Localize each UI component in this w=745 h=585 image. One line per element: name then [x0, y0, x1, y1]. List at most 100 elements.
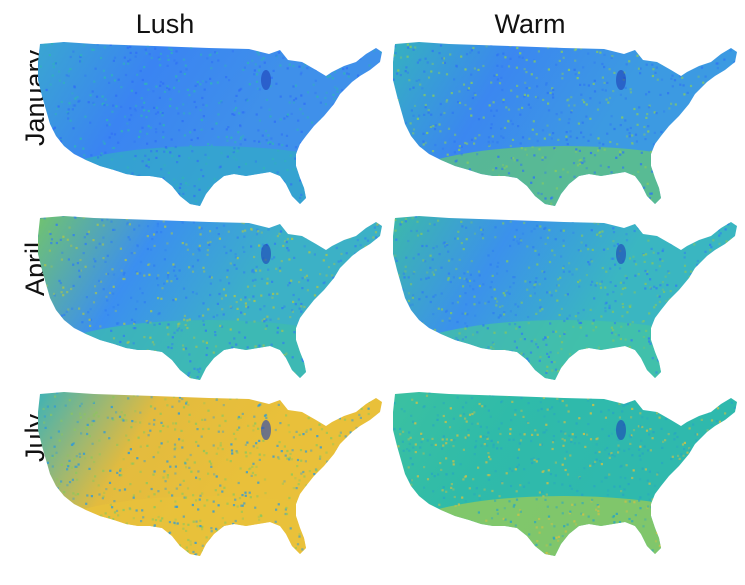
map-pixel	[713, 388, 715, 390]
map-pixel	[615, 187, 618, 190]
map-pixel	[732, 357, 735, 360]
map-pixel	[50, 456, 54, 459]
map-pixel	[258, 65, 261, 68]
map-pixel	[221, 490, 224, 493]
map-pixel	[202, 302, 205, 305]
map-pixel	[110, 167, 113, 170]
map-pixel	[692, 181, 695, 185]
map-pixel	[212, 351, 215, 354]
map-pixel	[643, 346, 646, 349]
map-pixel	[360, 461, 363, 464]
map-pixel	[318, 512, 321, 515]
map-pixel	[287, 381, 289, 383]
map-pixel	[480, 362, 483, 365]
map-pixel	[169, 105, 172, 108]
map-pixel	[715, 202, 718, 205]
map-pixel	[306, 153, 309, 156]
map-pixel	[119, 469, 122, 472]
map-pixel	[614, 284, 617, 287]
map-pixel	[671, 74, 674, 77]
map-pixel	[56, 150, 60, 153]
map-pixel	[464, 292, 467, 295]
map-pixel	[549, 543, 552, 546]
map-pixel	[222, 404, 225, 407]
map-pixel	[696, 263, 699, 266]
map-pixel	[174, 472, 177, 475]
map-pixel	[445, 309, 449, 312]
map-pixel	[199, 233, 202, 236]
map-pixel	[313, 473, 316, 476]
map-pixel	[327, 153, 330, 156]
map-pixel	[557, 138, 560, 141]
map-pixel	[620, 392, 623, 394]
map-pixel	[93, 419, 96, 423]
map-pixel	[350, 308, 353, 312]
map-pixel	[616, 216, 619, 218]
map-pixel	[437, 307, 440, 310]
map-pixel	[404, 265, 407, 268]
map-pixel	[146, 247, 149, 251]
map-pixel	[39, 368, 43, 371]
map-pixel	[239, 298, 243, 301]
map-pixel	[530, 230, 533, 233]
map-pixel	[680, 226, 684, 229]
map-pixel	[82, 334, 85, 337]
map-pixel	[145, 82, 148, 85]
map-pixel	[136, 244, 139, 247]
map-pixel	[109, 43, 112, 46]
map-pixel	[492, 343, 495, 346]
map-pixel	[735, 316, 737, 320]
map-pixel	[108, 437, 111, 440]
map-pixel	[418, 176, 421, 179]
map-pixel	[649, 286, 652, 289]
map-pixel	[368, 484, 372, 487]
map-pixel	[641, 425, 644, 429]
map-pixel	[350, 441, 353, 444]
map-pixel	[459, 367, 462, 371]
map-pixel	[538, 359, 541, 362]
map-pixel	[279, 42, 282, 44]
map-pixel	[440, 292, 443, 295]
map-pixel	[563, 421, 566, 424]
map-pixel	[526, 192, 529, 195]
map-pixel	[584, 195, 587, 198]
map-pixel	[276, 235, 279, 238]
map-pixel	[526, 421, 529, 424]
map-pixel	[123, 271, 126, 274]
map-pixel	[101, 497, 104, 500]
map-pixel	[276, 326, 279, 329]
map-pixel	[339, 322, 342, 325]
map-pixel	[722, 380, 724, 382]
map-pixel	[277, 358, 280, 361]
map-pixel	[424, 141, 427, 144]
map-pixel	[572, 162, 576, 165]
map-pixel	[105, 272, 108, 276]
map-pixel	[251, 59, 254, 62]
map-pixel	[557, 535, 560, 538]
map-pixel	[621, 410, 624, 413]
map-pixel	[723, 58, 726, 61]
map-pixel	[346, 42, 349, 45]
map-pixel	[256, 87, 259, 90]
map-pixel	[244, 229, 247, 232]
map-pixel	[139, 421, 142, 424]
map-pixel	[682, 305, 685, 308]
map-pixel	[254, 474, 257, 477]
map-pixel	[339, 67, 342, 71]
map-pixel	[675, 500, 678, 503]
map-pixel	[576, 164, 580, 167]
map-pixel	[367, 288, 370, 291]
map-pixel	[373, 269, 376, 272]
map-pixel	[175, 62, 178, 65]
map-pixel	[84, 242, 87, 246]
map-pixel	[71, 108, 74, 111]
map-pixel	[318, 423, 321, 426]
map-pixel	[145, 320, 148, 323]
map-pixel	[36, 469, 38, 471]
map-pixel	[712, 239, 715, 242]
map-pixel	[649, 198, 652, 201]
map-pixel	[425, 156, 428, 159]
map-pixel	[593, 171, 596, 174]
map-pixel	[459, 367, 462, 370]
map-pixel	[640, 439, 643, 442]
